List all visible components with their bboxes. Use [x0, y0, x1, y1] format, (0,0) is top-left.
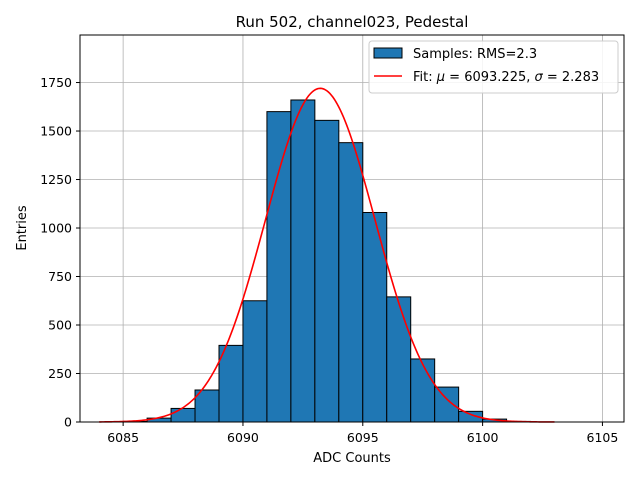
legend-hist-swatch [373, 47, 403, 59]
y-tick-label: 1500 [40, 124, 72, 139]
histogram-bar [266, 111, 292, 423]
legend-fit-prefix: Fit: [413, 70, 437, 85]
x-tick-label: 6085 [107, 430, 139, 445]
y-tick-label: 500 [48, 318, 72, 333]
legend: Samples: RMS=2.3 Fit: μ = 6093.225, σ = … [368, 40, 619, 94]
legend-fit-label: Fit: μ = 6093.225, σ = 2.283 [413, 70, 599, 85]
legend-sigma-symbol: σ [535, 70, 544, 85]
chart-title: Run 502, channel023, Pedestal [236, 13, 469, 31]
histogram-bar [362, 211, 388, 423]
gaussian-fit-curve [99, 87, 555, 423]
histogram-bar [338, 142, 364, 423]
histogram-bar [314, 119, 340, 423]
histogram-bar [434, 386, 460, 423]
legend-hist-label: Samples: RMS=2.3 [413, 47, 537, 62]
x-tick-label: 6090 [227, 430, 259, 445]
y-tick-label: 1250 [40, 172, 72, 187]
x-tick-label: 6100 [467, 430, 499, 445]
histogram-bar [386, 296, 412, 423]
x-tick-label: 6105 [587, 430, 619, 445]
histogram-bars [122, 99, 532, 423]
x-axis-ticks: 6085 6090 6095 6100 6105 [107, 422, 618, 445]
legend-fit-suffix: = 2.283 [543, 70, 599, 85]
x-axis-label: ADC Counts [313, 451, 391, 466]
y-tick-label: 750 [48, 269, 72, 284]
legend-fit-mid: = 6093.225, [445, 70, 534, 85]
histogram-bar [170, 407, 196, 423]
legend-box [368, 40, 619, 94]
x-tick-label: 6095 [347, 430, 379, 445]
histogram-bar [218, 344, 244, 423]
histogram-bar [290, 99, 316, 423]
histogram-bar [242, 300, 268, 423]
y-tick-label: 250 [48, 366, 72, 381]
legend-mu-symbol: μ [436, 70, 445, 85]
y-tick-label: 0 [64, 415, 72, 430]
y-tick-label: 1000 [40, 221, 72, 236]
y-tick-label: 1750 [40, 75, 72, 90]
y-axis-ticks: 0 250 500 750 1000 1250 1500 1750 [40, 75, 80, 430]
histogram-bar [410, 358, 436, 423]
fit-curve-group [99, 87, 555, 423]
y-axis-label: Entries [15, 205, 30, 251]
